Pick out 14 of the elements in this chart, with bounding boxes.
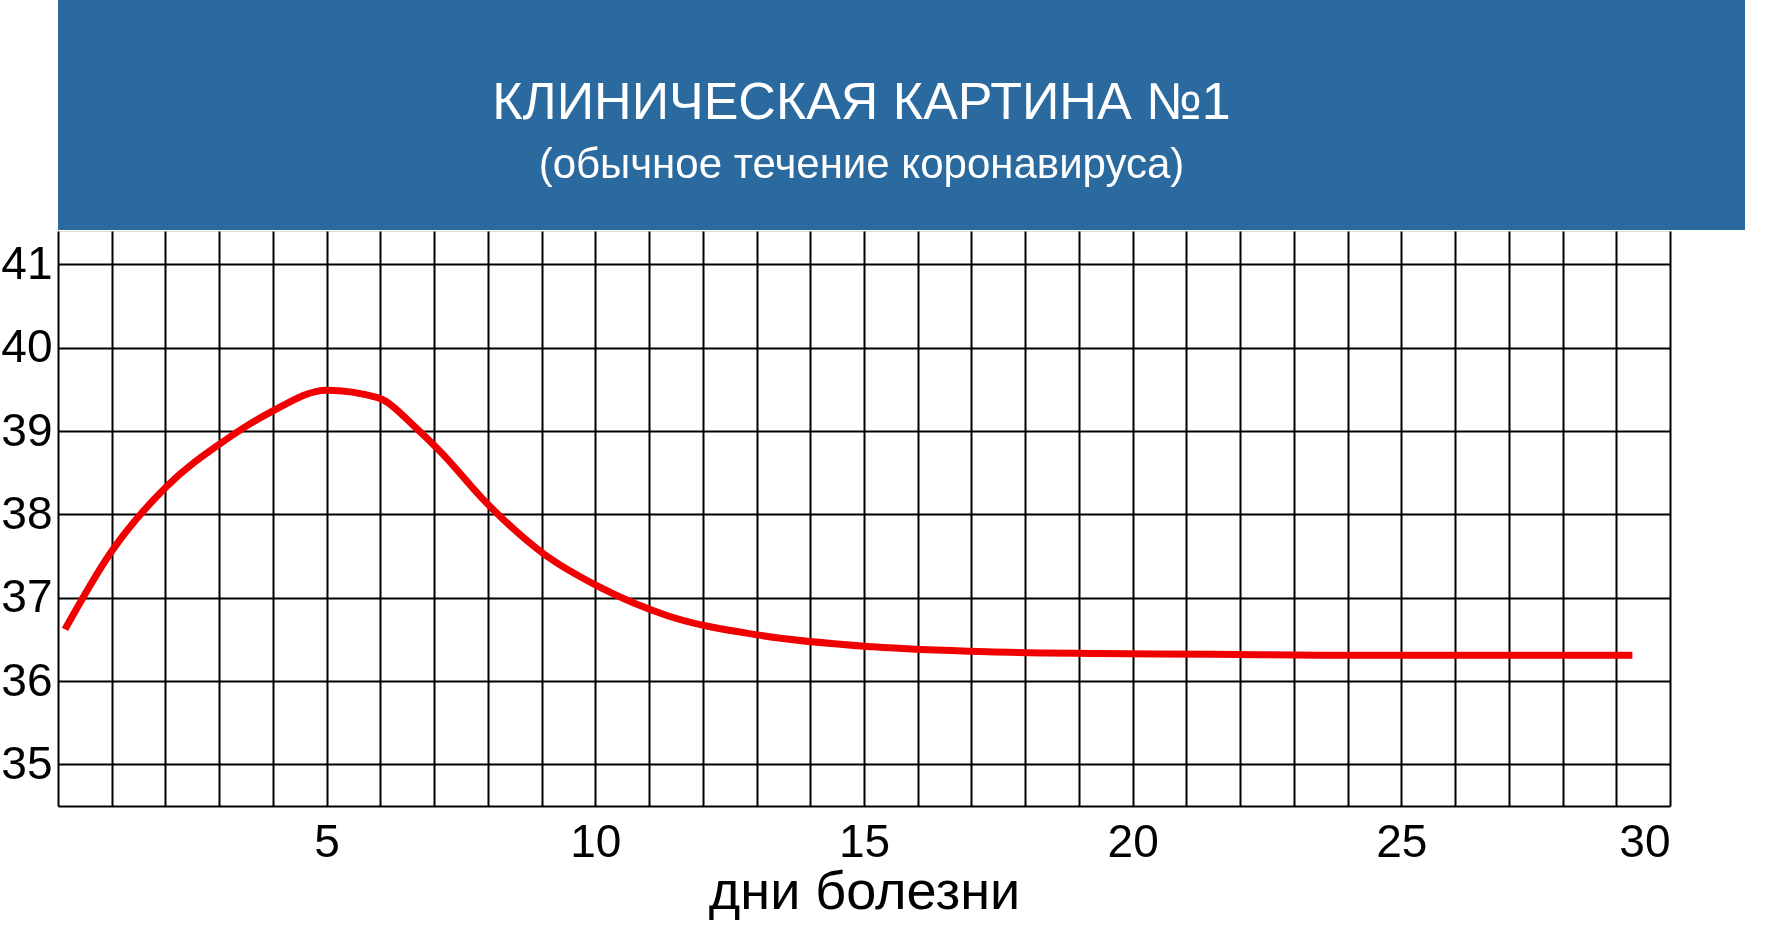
x-tick-label: 20: [1107, 814, 1159, 867]
y-tick-label: 41: [1, 236, 53, 289]
chart-title: КЛИНИЧЕСКАЯ КАРТИНА №1: [492, 72, 1231, 130]
x-tick-label: 10: [570, 814, 622, 867]
y-tick-label: 38: [1, 486, 53, 539]
x-tick-label: 5: [314, 814, 340, 867]
y-tick-label: 35: [1, 736, 53, 789]
y-tick-label: 40: [1, 320, 53, 373]
chart-subtitle: (обычное течение коронавируса): [538, 140, 1185, 187]
y-tick-label: 36: [1, 653, 53, 706]
x-tick-label: 25: [1376, 814, 1428, 867]
y-tick-label: 39: [1, 403, 53, 456]
x-tick-label: 30: [1619, 814, 1671, 867]
y-tick-label: 37: [1, 570, 53, 623]
